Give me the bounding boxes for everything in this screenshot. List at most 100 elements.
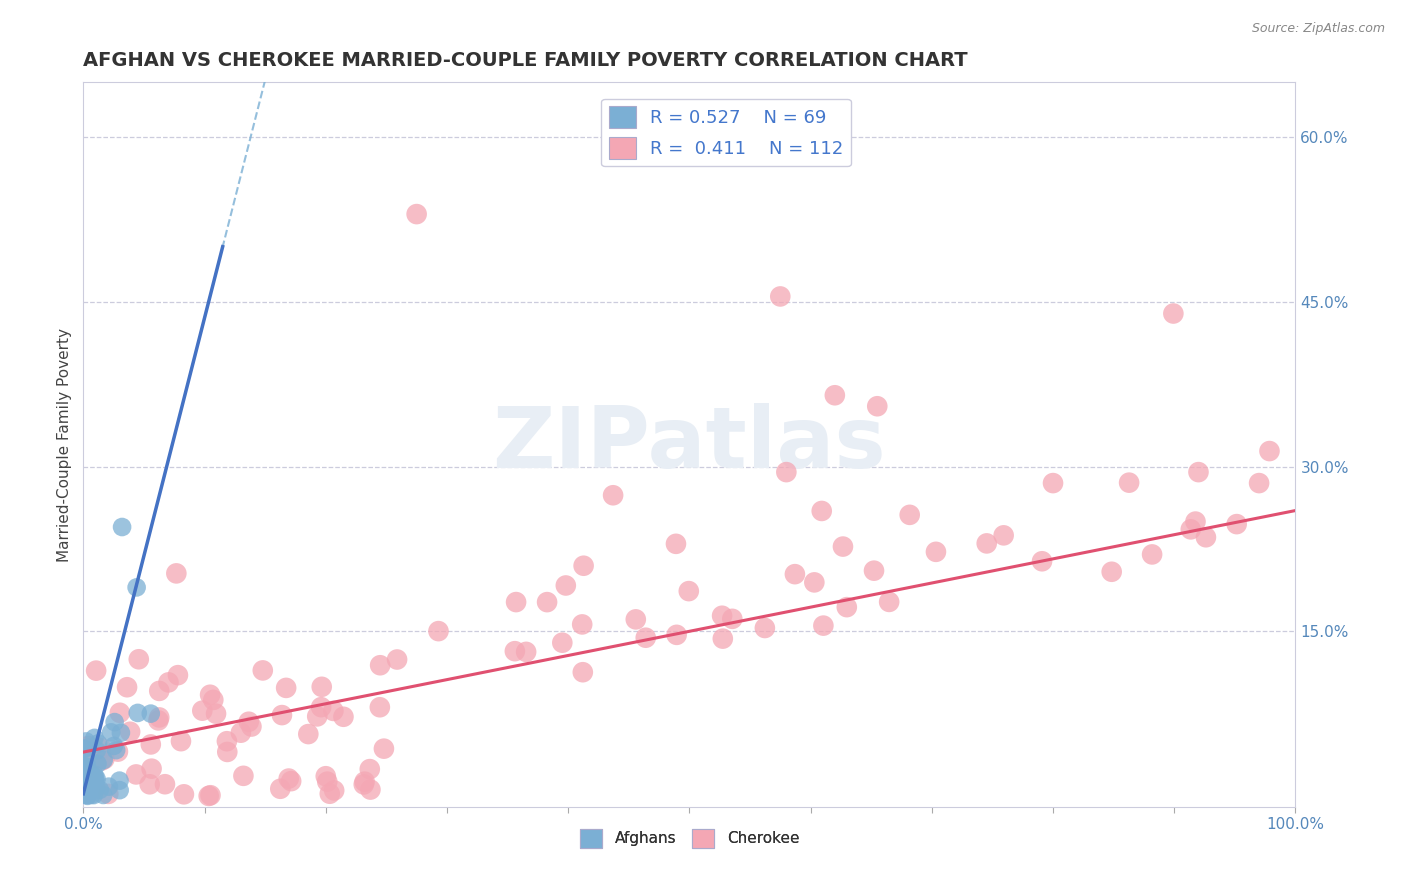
Point — [125, 581, 148, 595]
Point — [1258, 444, 1281, 458]
Point — [170, 734, 193, 748]
Point — [73, 780, 96, 795]
Point — [515, 645, 537, 659]
Point — [80, 782, 103, 797]
Point — [73, 788, 96, 802]
Point — [405, 207, 427, 221]
Point — [86, 756, 108, 771]
Point — [157, 675, 180, 690]
Point — [76, 756, 98, 770]
Point — [783, 567, 806, 582]
Point — [104, 715, 127, 730]
Point — [240, 720, 263, 734]
Point — [665, 537, 688, 551]
Point — [1042, 476, 1064, 491]
Point — [87, 736, 110, 750]
Point — [141, 762, 163, 776]
Point — [373, 741, 395, 756]
Point — [76, 774, 98, 789]
Point — [153, 777, 176, 791]
Point — [72, 767, 94, 781]
Point — [115, 680, 138, 694]
Point — [813, 618, 835, 632]
Text: AFGHAN VS CHEROKEE MARRIED-COUPLE FAMILY POVERTY CORRELATION CHART: AFGHAN VS CHEROKEE MARRIED-COUPLE FAMILY… — [83, 51, 967, 70]
Point — [1101, 565, 1123, 579]
Legend: Afghans, Cherokee: Afghans, Cherokee — [574, 822, 806, 854]
Point — [75, 787, 97, 801]
Point — [551, 636, 574, 650]
Point — [1187, 465, 1209, 479]
Point — [332, 710, 354, 724]
Point — [1140, 548, 1163, 562]
Point — [322, 704, 344, 718]
Point — [167, 668, 190, 682]
Point — [73, 764, 96, 778]
Point — [93, 753, 115, 767]
Point — [91, 788, 114, 802]
Point — [353, 777, 375, 791]
Point — [385, 652, 408, 666]
Point — [269, 781, 291, 796]
Point — [368, 700, 391, 714]
Point — [105, 743, 128, 757]
Point — [280, 774, 302, 789]
Point — [148, 710, 170, 724]
Point — [83, 731, 105, 745]
Point — [76, 788, 98, 802]
Point — [84, 771, 107, 785]
Point — [103, 739, 125, 753]
Point — [80, 788, 103, 802]
Point — [76, 789, 98, 803]
Point — [202, 693, 225, 707]
Point — [238, 714, 260, 729]
Point — [1184, 515, 1206, 529]
Point — [503, 644, 526, 658]
Point — [139, 738, 162, 752]
Point — [721, 612, 744, 626]
Point — [197, 789, 219, 803]
Point — [75, 772, 97, 786]
Point — [572, 665, 595, 680]
Point — [1118, 475, 1140, 490]
Point — [359, 762, 381, 776]
Point — [80, 768, 103, 782]
Point — [83, 767, 105, 781]
Point — [75, 740, 97, 755]
Point — [90, 741, 112, 756]
Point — [307, 709, 329, 723]
Point — [505, 595, 527, 609]
Point — [148, 684, 170, 698]
Point — [297, 727, 319, 741]
Point — [877, 595, 900, 609]
Point — [571, 617, 593, 632]
Point — [835, 600, 858, 615]
Point — [271, 708, 294, 723]
Point — [427, 624, 450, 639]
Point — [554, 578, 576, 592]
Point — [128, 652, 150, 666]
Point — [277, 772, 299, 786]
Point — [198, 688, 221, 702]
Point — [276, 681, 298, 695]
Point — [73, 741, 96, 756]
Point — [73, 777, 96, 791]
Point — [769, 289, 792, 303]
Point — [572, 558, 595, 573]
Point — [100, 725, 122, 739]
Point — [72, 758, 94, 772]
Point — [93, 752, 115, 766]
Point — [775, 465, 797, 479]
Point — [83, 753, 105, 767]
Point — [1249, 476, 1271, 491]
Point — [73, 773, 96, 788]
Point — [191, 704, 214, 718]
Point — [200, 789, 222, 803]
Point — [139, 706, 162, 721]
Point — [138, 777, 160, 791]
Point — [120, 724, 142, 739]
Point — [1163, 306, 1185, 320]
Point — [832, 540, 855, 554]
Point — [76, 772, 98, 787]
Point — [1226, 517, 1249, 532]
Point — [309, 700, 332, 714]
